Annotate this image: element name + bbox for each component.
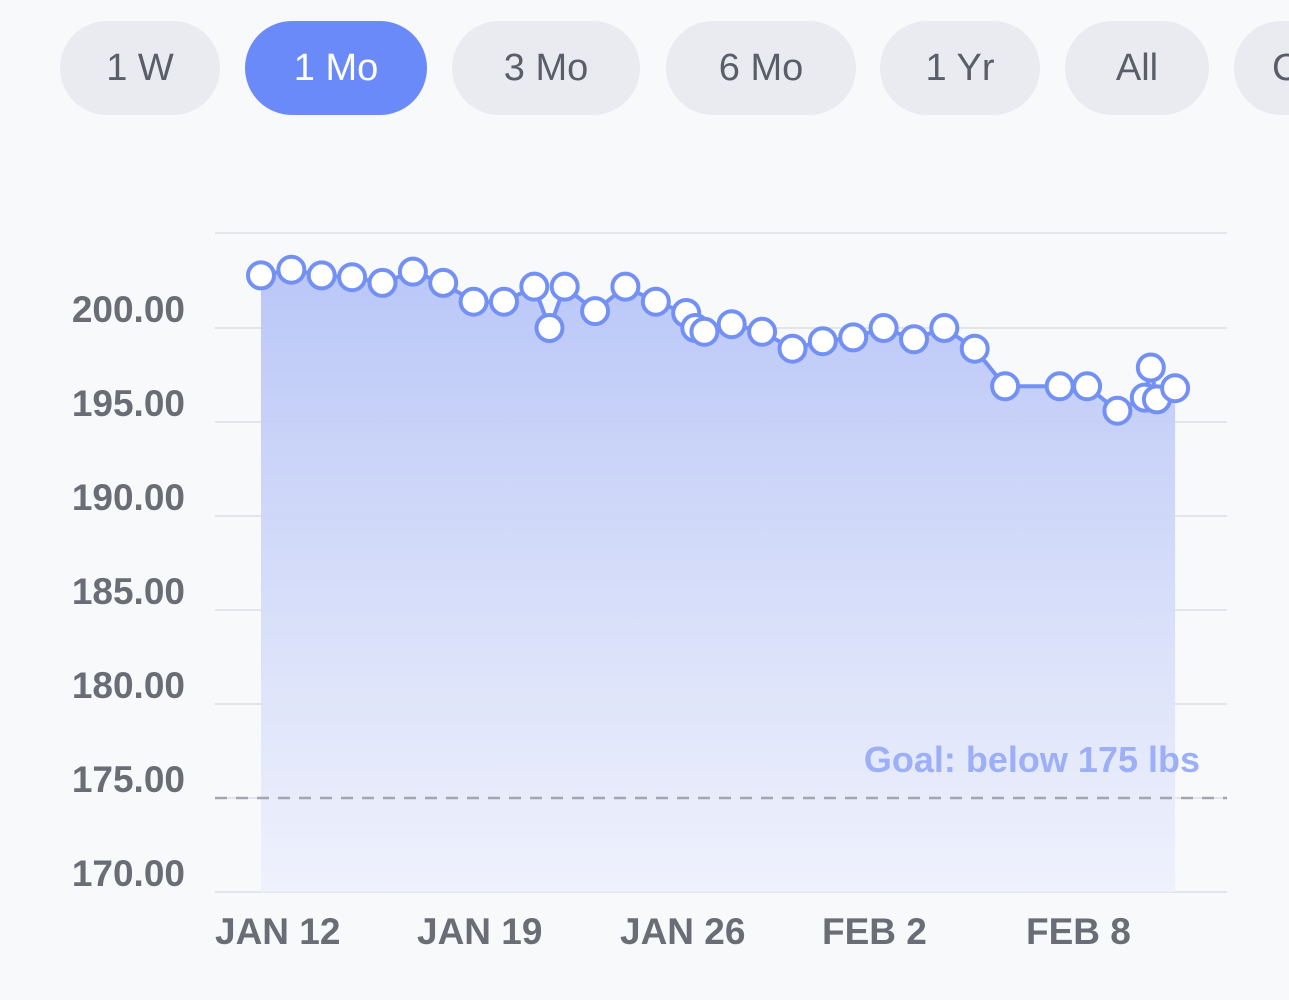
data-point[interactable] bbox=[534, 313, 565, 343]
y-axis-labels: 170.00 175.00 180.00 185.00 190.00 195.00 200.… bbox=[72, 289, 185, 894]
x-tick-label: FEB 2 bbox=[822, 911, 927, 952]
data-point[interactable] bbox=[716, 309, 747, 340]
area-fill bbox=[261, 269, 1176, 892]
data-point[interactable] bbox=[610, 271, 641, 302]
data-point[interactable] bbox=[640, 286, 671, 317]
x-tick-label: JAN 12 bbox=[215, 911, 340, 952]
data-point[interactable] bbox=[1072, 371, 1103, 402]
data-point[interactable] bbox=[337, 262, 368, 293]
data-point[interactable] bbox=[549, 271, 580, 302]
y-tick-label: 190.00 bbox=[72, 477, 185, 518]
data-point[interactable] bbox=[777, 333, 808, 364]
data-point[interactable] bbox=[1044, 371, 1075, 402]
tab-3-mo[interactable]: 3 Mo bbox=[452, 21, 640, 115]
x-tick-label: FEB 8 bbox=[1026, 911, 1131, 952]
data-point[interactable] bbox=[929, 313, 960, 343]
x-tick-label: JAN 19 bbox=[417, 911, 542, 952]
data-point[interactable] bbox=[899, 324, 929, 355]
goal-label: Goal: below 175 lbs bbox=[864, 739, 1200, 780]
data-points bbox=[246, 254, 1191, 426]
data-point[interactable] bbox=[580, 296, 611, 327]
data-point[interactable] bbox=[246, 260, 276, 291]
y-tick-label: 170.00 bbox=[72, 853, 185, 894]
x-tick-label: JAN 26 bbox=[620, 911, 745, 952]
tab-6-mo[interactable]: 6 Mo bbox=[666, 21, 856, 115]
data-point[interactable] bbox=[489, 286, 519, 317]
data-point[interactable] bbox=[747, 316, 778, 347]
data-point[interactable] bbox=[276, 254, 307, 285]
data-point[interactable] bbox=[367, 267, 398, 298]
y-tick-label: 185.00 bbox=[72, 571, 185, 612]
y-tick-label: 195.00 bbox=[72, 383, 185, 424]
area-fill-path bbox=[261, 269, 1176, 892]
data-point[interactable] bbox=[1135, 352, 1166, 383]
y-tick-label: 200.00 bbox=[72, 289, 185, 330]
data-point[interactable] bbox=[689, 316, 720, 347]
tab-1-w[interactable]: 1 W bbox=[60, 21, 220, 115]
goal-line-group: Goal: below 175 lbs bbox=[215, 739, 1227, 800]
data-point[interactable] bbox=[428, 267, 459, 298]
x-axis-labels: JAN 12 JAN 19 JAN 26 FEB 2 FEB 8 bbox=[215, 911, 1131, 952]
y-tick-label: 175.00 bbox=[72, 759, 185, 800]
data-point[interactable] bbox=[1160, 373, 1191, 404]
data-point[interactable] bbox=[519, 271, 550, 302]
data-point[interactable] bbox=[838, 322, 869, 353]
data-point[interactable] bbox=[458, 286, 489, 317]
data-point[interactable] bbox=[397, 256, 428, 287]
data-point[interactable] bbox=[990, 371, 1021, 402]
data-point[interactable] bbox=[868, 313, 899, 343]
tab-1-mo[interactable]: 1 Mo bbox=[245, 21, 427, 115]
tab-1-yr[interactable]: 1 Yr bbox=[880, 21, 1040, 115]
data-point[interactable] bbox=[807, 326, 838, 357]
tab-all[interactable]: All bbox=[1065, 21, 1209, 115]
data-point[interactable] bbox=[959, 333, 990, 364]
y-tick-label: 180.00 bbox=[72, 665, 185, 706]
data-point[interactable] bbox=[1102, 395, 1133, 426]
data-point[interactable] bbox=[306, 260, 337, 291]
